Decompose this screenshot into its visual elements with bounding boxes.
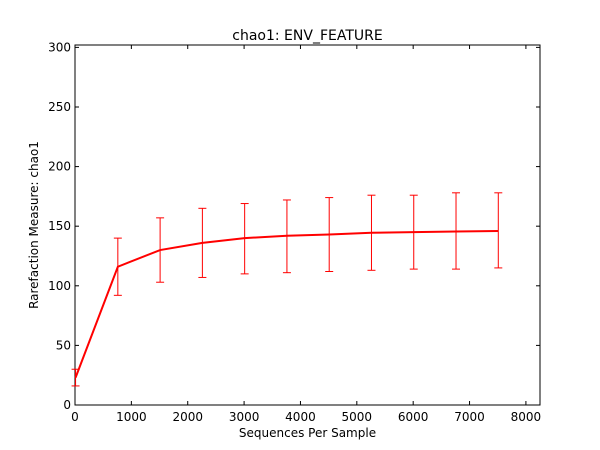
x-tick-label: 1000 bbox=[116, 410, 147, 424]
x-tick-label: 6000 bbox=[398, 410, 429, 424]
y-tick-label: 100 bbox=[48, 279, 71, 293]
y-tick-label: 150 bbox=[48, 219, 71, 233]
y-tick-label: 200 bbox=[48, 160, 71, 174]
x-tick-label: 7000 bbox=[454, 410, 485, 424]
y-tick-label: 50 bbox=[56, 338, 71, 352]
y-tick-label: 300 bbox=[48, 40, 71, 54]
y-axis-label: Rarefaction Measure: chao1 bbox=[27, 141, 41, 309]
series-line bbox=[74, 229, 499, 378]
plot-area bbox=[74, 44, 541, 406]
y-axis-ticks: 0 50 100 150 200 250 300 bbox=[48, 40, 540, 412]
x-tick-label: 5000 bbox=[342, 410, 373, 424]
error-bars bbox=[71, 192, 503, 387]
x-tick-label: 0 bbox=[71, 410, 79, 424]
x-tick-label: 2000 bbox=[172, 410, 203, 424]
x-tick-label: 8000 bbox=[511, 410, 542, 424]
chart-title: chao1: ENV_FEATURE bbox=[232, 28, 382, 44]
x-tick-label: 3000 bbox=[229, 410, 260, 424]
x-axis-label: Sequences Per Sample bbox=[239, 426, 376, 440]
y-tick-label: 250 bbox=[48, 100, 71, 114]
y-tick-label: 0 bbox=[63, 398, 71, 412]
x-axis-ticks: 0 1000 2000 3000 4000 5000 6000 7000 8000 bbox=[71, 45, 541, 424]
x-tick-label: 4000 bbox=[285, 410, 316, 424]
